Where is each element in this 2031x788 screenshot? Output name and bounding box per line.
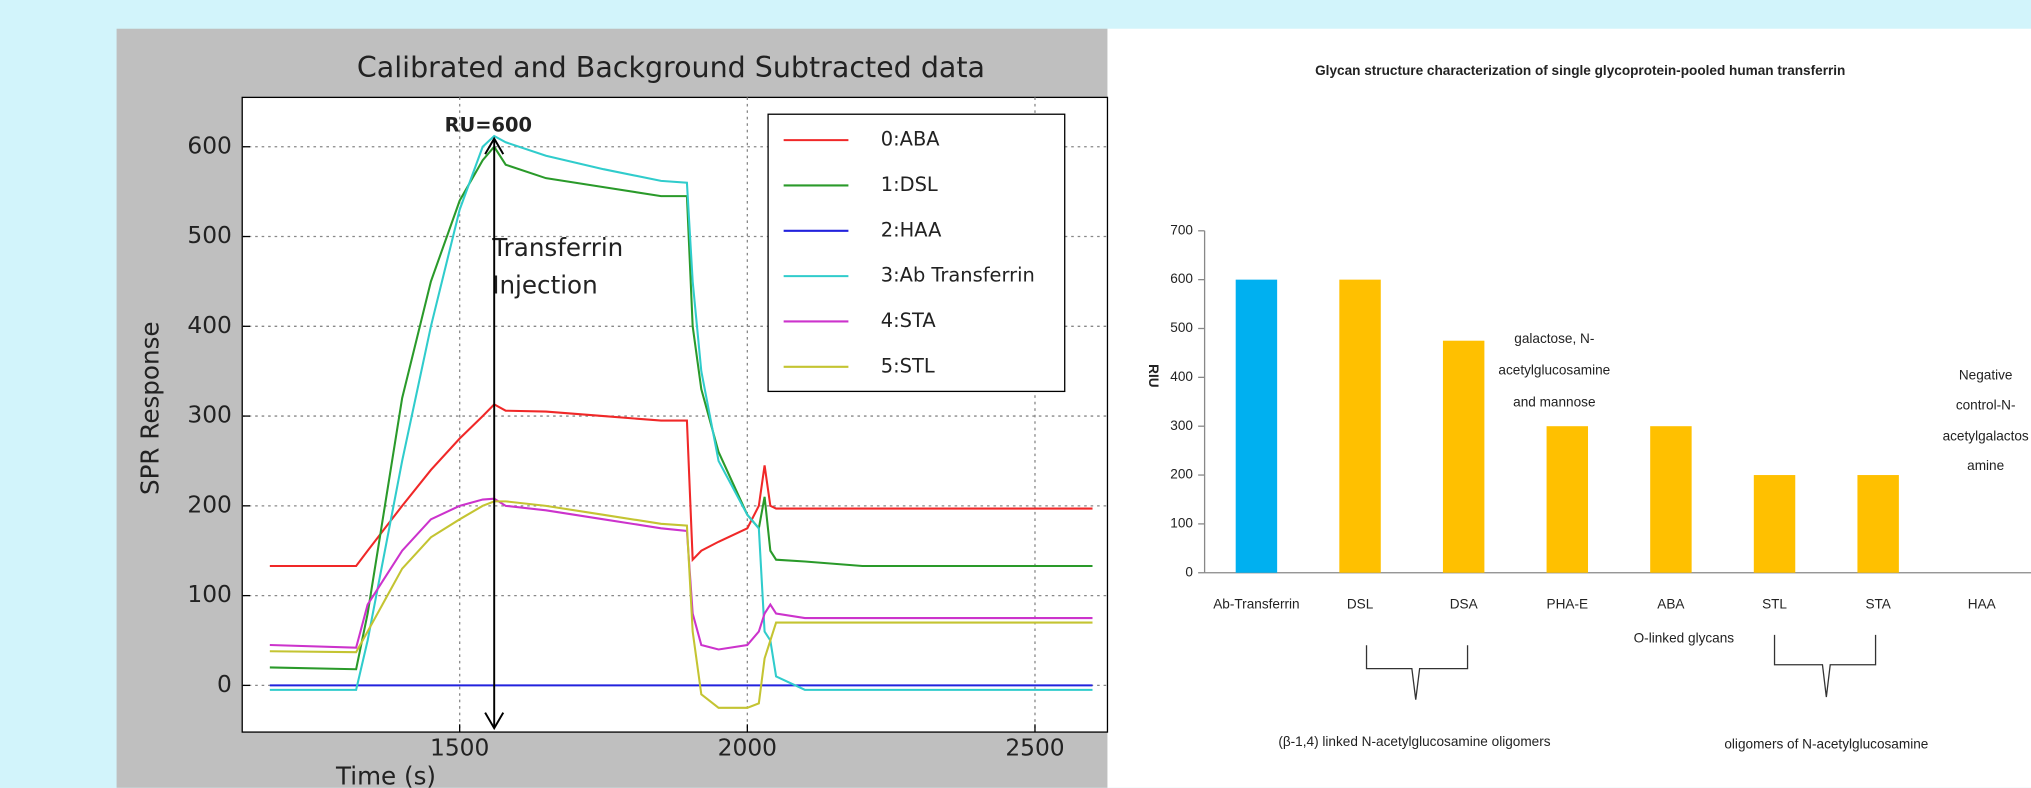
bar [1339,279,1381,573]
annotation: acetylgalactos [1943,428,2029,443]
bar [1235,279,1278,573]
x-tick-label: DSA [1450,597,1479,612]
legend-label: 2:HAA [881,218,942,241]
x-axis-label: Time (s) [335,761,436,788]
x-tick-label: Ab-Transferrin [1213,597,1299,612]
annotation: (β-1,4) linked N-acetylglucosamine oligo… [1278,734,1550,749]
y-tick-label: 500 [1170,320,1193,335]
legend-label: 0:ABA [881,128,940,151]
annotation: RU=600 [445,113,532,136]
annotation: control-N- [1956,397,2016,412]
y-tick-label: 600 [187,132,231,159]
y-tick-label: 0 [217,671,232,698]
legend-label: 1:DSL [881,173,938,196]
x-tick-label: 2500 [1005,734,1064,761]
legend-label: 3:Ab Transferrin [881,264,1035,287]
bar-chart: Glycan structure characterization of sin… [1146,63,2031,752]
y-tick-label: 100 [1170,515,1193,530]
y-tick-label: 300 [187,402,231,429]
y-tick-label: 600 [1170,271,1193,286]
line-series [269,500,1093,709]
x-tick-label: STA [1865,597,1891,612]
bracket [1773,634,1877,698]
chart-title: Glycan structure characterization of sin… [1315,63,1845,78]
y-tick-label: 400 [187,312,231,339]
bracket [1365,645,1469,700]
line-series [269,145,1093,671]
y-tick-label: 200 [187,491,231,518]
bar [1753,475,1796,573]
x-tick-label: STL [1762,597,1787,612]
arrow-head [484,136,505,731]
line-series [269,497,1093,651]
annotation: O-linked glycans [1634,630,1735,645]
annotation: amine [1967,458,2004,473]
chart-title: Calibrated and Background Subtracted dat… [357,51,985,84]
y-axis-label: SPR Response [136,321,165,495]
y-tick-label: 700 [1170,222,1193,237]
line-series [269,134,1093,691]
annotation: and mannose [1513,395,1595,410]
x-tick-label: 2000 [718,734,777,761]
legend-label: 5:STL [881,354,935,377]
legend-box [767,113,1066,393]
line-series [269,403,1093,568]
x-tick-label: 1500 [430,734,489,761]
line-chart: Calibrated and Background Subtracted dat… [136,51,1108,788]
y-tick-label: 100 [187,581,231,608]
bar [1650,426,1692,573]
annotation: galactose, N- [1514,331,1594,346]
annotation: oligomers of N-acetylglucosamine [1724,737,1928,752]
x-tick-label: ABA [1657,597,1685,612]
x-tick-label: DSL [1347,597,1374,612]
y-tick-label: 400 [1170,369,1193,384]
bar [1442,340,1485,573]
y-tick-label: 200 [1170,467,1193,482]
annotation: Transferrin [491,233,623,262]
bar [1857,475,1899,573]
legend-label: 4:STA [881,309,937,332]
annotation: acetylglucosamine [1498,362,1610,377]
bar [1546,426,1589,573]
annotation: Injection [492,270,598,299]
y-tick-label: 0 [1185,564,1193,579]
x-tick-label: HAA [1968,597,1997,612]
y-axis-label: RIU [1146,364,1161,387]
y-tick-label: 500 [187,222,231,249]
y-tick-label: 300 [1170,418,1193,433]
x-tick-label: PHA-E [1547,597,1589,612]
annotation: Negative [1959,367,2013,382]
